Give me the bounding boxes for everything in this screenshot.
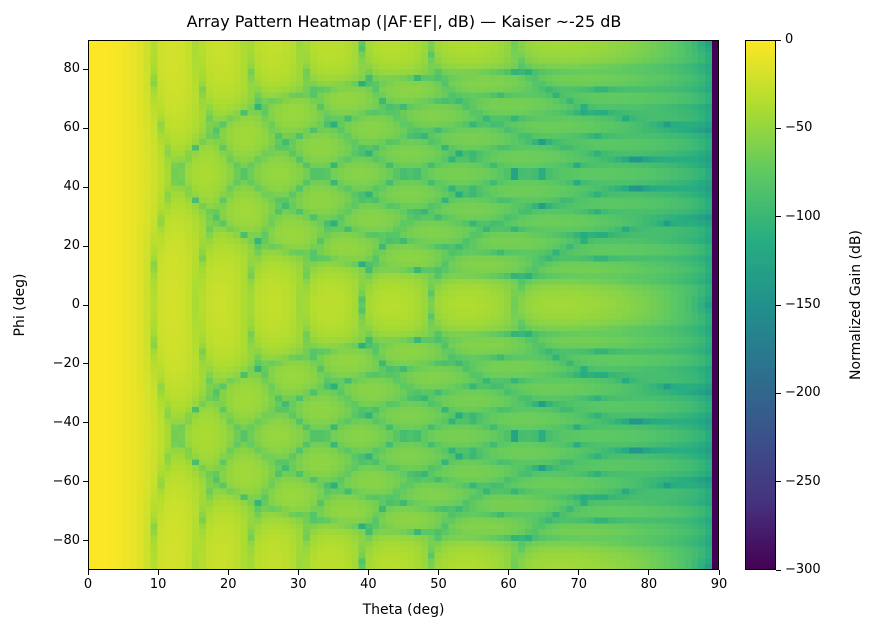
colorbar-tick [776, 392, 781, 394]
x-tick [87, 570, 89, 575]
colorbar-tick-label: −300 [785, 562, 821, 577]
y-axis-label: Phi (deg) [12, 273, 28, 337]
x-tick-label: 20 [219, 577, 237, 592]
colorbar-tick [776, 304, 781, 306]
colorbar-canvas [745, 40, 776, 570]
y-tick [83, 245, 88, 247]
x-tick [438, 570, 440, 575]
x-tick-label: 30 [290, 577, 307, 592]
colorbar-tick-label: −50 [785, 120, 813, 136]
y-tick [83, 422, 88, 424]
x-axis-label: Theta (deg) [362, 602, 445, 618]
y-tick [83, 540, 88, 542]
x-tick-label: 80 [640, 577, 658, 592]
x-tick [297, 570, 299, 575]
colorbar-tick-label: −100 [785, 208, 821, 224]
x-tick [508, 570, 510, 575]
colorbar-label: Normalized Gain (dB) [848, 230, 864, 380]
x-tick [648, 570, 650, 575]
y-tick-label: −40 [52, 414, 80, 430]
y-tick [83, 127, 88, 129]
y-tick-label: 80 [63, 61, 80, 77]
y-tick-label: 40 [63, 179, 80, 195]
y-tick-label: −80 [52, 532, 80, 548]
colorbar-tick [776, 127, 781, 129]
x-tick-label: 50 [430, 577, 447, 592]
heatmap-canvas [88, 40, 719, 570]
y-tick [83, 304, 88, 306]
y-tick [83, 68, 88, 70]
x-tick-label: 40 [360, 577, 377, 592]
colorbar-tick-label: 0 [785, 32, 794, 47]
x-tick-label: 70 [570, 577, 588, 592]
colorbar-tick-label: −200 [785, 385, 821, 401]
y-tick-label: 60 [63, 120, 80, 136]
x-tick [157, 570, 159, 575]
y-tick [83, 186, 88, 188]
y-tick [83, 363, 88, 365]
colorbar-tick-label: −150 [785, 297, 821, 312]
colorbar-tick [776, 216, 781, 218]
x-tick-label: 90 [710, 577, 728, 592]
chart-title: Array Pattern Heatmap (|AF·EF|, dB) — Ka… [186, 12, 622, 31]
x-tick-label: 0 [83, 577, 93, 592]
x-tick [227, 570, 229, 575]
y-tick-label: 0 [71, 297, 80, 312]
x-tick-label: 10 [149, 577, 167, 592]
colorbar-tick [776, 39, 781, 41]
colorbar-tick [776, 481, 781, 483]
plot-area [88, 40, 719, 570]
colorbar [745, 40, 776, 570]
y-tick-label: −60 [52, 473, 80, 489]
y-tick-label: −20 [52, 355, 80, 371]
y-tick-label: 20 [63, 238, 80, 254]
x-tick-label: 60 [500, 577, 517, 592]
x-tick [367, 570, 369, 575]
x-tick [718, 570, 720, 575]
colorbar-tick-label: −250 [785, 473, 821, 489]
y-tick [83, 481, 88, 483]
x-tick [578, 570, 580, 575]
colorbar-tick [776, 569, 781, 571]
